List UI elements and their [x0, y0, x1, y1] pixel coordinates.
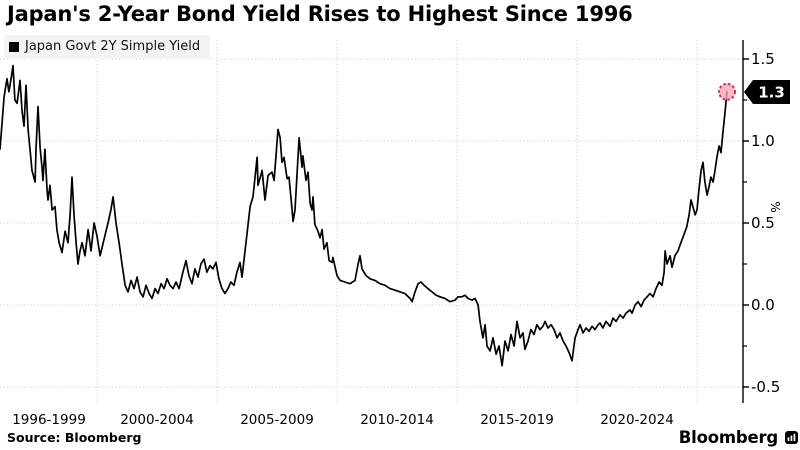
bloomberg-logo-icon	[785, 431, 798, 444]
x-tick-label: 2000-2004	[120, 412, 194, 428]
y-tick-label: 0.5	[751, 214, 775, 232]
legend-series-label: Japan Govt 2Y Simple Yield	[25, 39, 201, 54]
last-value-tag	[744, 80, 790, 104]
source-credit: Source: Bloomberg	[7, 430, 142, 445]
brand-footer: Bloomberg	[679, 428, 798, 447]
brand-name: Bloomberg	[678, 428, 778, 447]
last-value-tag-label: 1.3	[758, 84, 785, 102]
x-tick-label: 2020-2024	[600, 412, 674, 428]
x-tick-label: 2005-2009	[240, 412, 314, 428]
legend: Japan Govt 2Y Simple Yield	[4, 35, 211, 58]
x-tick-label: 1996-1999	[12, 412, 86, 428]
x-tick-label: 2015-2019	[480, 412, 554, 428]
legend-swatch-icon	[9, 41, 19, 52]
y-tick-label: -0.5	[751, 378, 780, 396]
yield-line	[0, 64, 728, 367]
y-axis-unit-label: %	[768, 201, 782, 212]
y-tick-label: 1.0	[751, 132, 775, 150]
chart-title: Japan's 2-Year Bond Yield Rises to Highe…	[7, 2, 633, 26]
y-tick-label: 0.0	[751, 296, 775, 314]
x-tick-label: 2010-2014	[360, 412, 434, 428]
last-point-marker	[718, 82, 736, 101]
y-tick-label: 1.5	[751, 50, 775, 68]
